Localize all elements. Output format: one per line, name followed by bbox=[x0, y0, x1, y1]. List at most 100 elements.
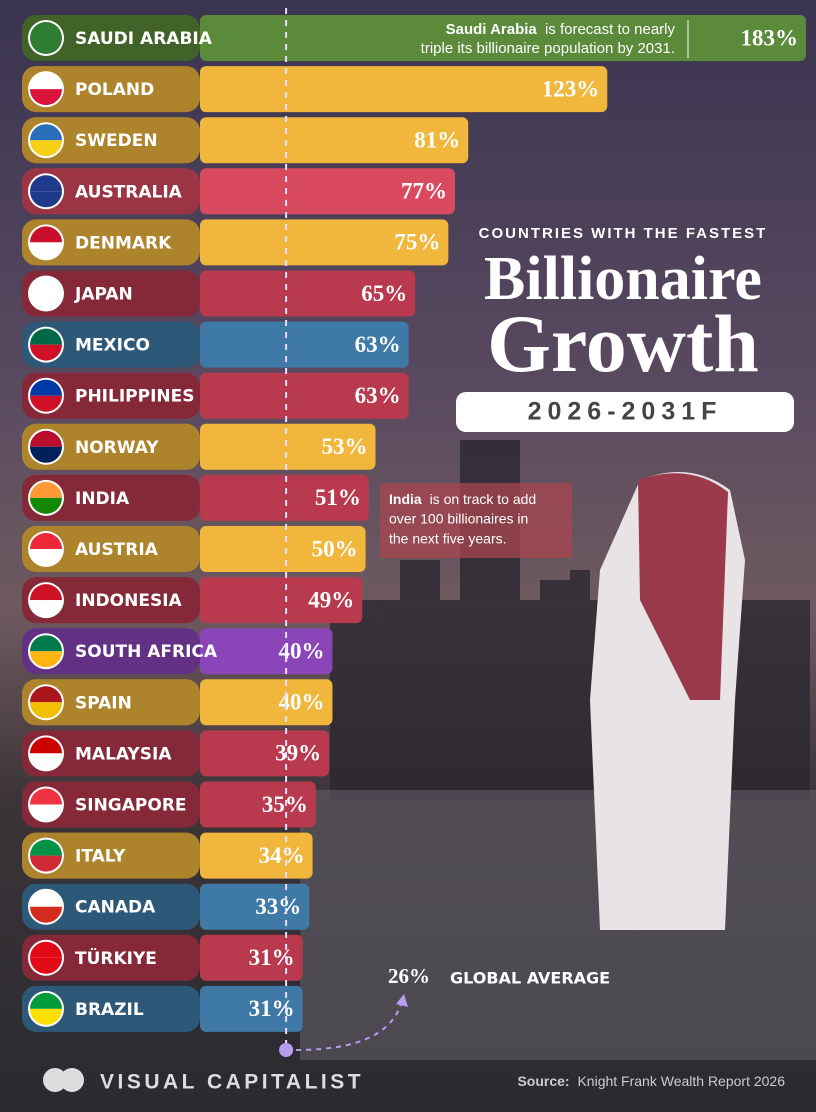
category-label: JAPAN bbox=[74, 285, 133, 305]
flag bbox=[30, 804, 62, 821]
category-label: TÜRKIYE bbox=[75, 947, 157, 969]
flag bbox=[30, 941, 62, 958]
annotation-text: over 100 billionaires in bbox=[389, 511, 528, 527]
flag bbox=[30, 124, 62, 141]
flag bbox=[30, 395, 62, 412]
category-label: SWEDEN bbox=[75, 131, 158, 151]
flag bbox=[30, 277, 62, 294]
flag bbox=[30, 651, 62, 668]
flag bbox=[30, 191, 62, 208]
brand: VISUAL CAPITALIST bbox=[100, 1071, 364, 1094]
category-label: AUSTRALIA bbox=[75, 182, 183, 202]
category-label: SOUTH AFRICA bbox=[75, 642, 218, 662]
label-panel-shade bbox=[22, 270, 200, 317]
value-label: 123% bbox=[542, 76, 600, 101]
average-dot bbox=[279, 1043, 294, 1057]
flag bbox=[30, 549, 62, 565]
flag bbox=[30, 600, 62, 617]
bar bbox=[200, 423, 376, 470]
value-label: 31% bbox=[249, 945, 295, 970]
bar bbox=[200, 628, 333, 675]
category-label: BRAZIL bbox=[75, 1000, 144, 1020]
bar bbox=[200, 985, 303, 1032]
label-panel-shade bbox=[22, 321, 200, 368]
value-label: 63% bbox=[355, 383, 401, 408]
label-panel-shade bbox=[22, 883, 200, 930]
flag bbox=[30, 89, 62, 106]
label-panel bbox=[22, 781, 200, 828]
flag bbox=[30, 446, 62, 463]
annotation-text: the next five years. bbox=[389, 531, 507, 547]
label-panel bbox=[22, 219, 200, 266]
label-panel-shade bbox=[22, 219, 200, 266]
category-label: MEXICO bbox=[75, 336, 150, 356]
bar bbox=[200, 730, 330, 777]
label-panel-shade bbox=[22, 832, 200, 879]
label-panel-shade bbox=[22, 168, 200, 215]
flag bbox=[30, 533, 62, 549]
bar bbox=[200, 474, 369, 521]
flag bbox=[30, 38, 62, 54]
flag bbox=[30, 635, 62, 652]
value-label: 183% bbox=[741, 25, 799, 50]
label-panel bbox=[22, 168, 200, 215]
value-label: 75% bbox=[394, 230, 440, 255]
value-label: 81% bbox=[414, 127, 460, 152]
bars: SAUDI ARABIA 183% POLAND 123% SWEDEN 81% AUSTR… bbox=[22, 15, 806, 1032]
kicker: COUNTRIES WITH THE FASTEST bbox=[479, 225, 768, 242]
subtitle: 2026-2031F bbox=[528, 398, 723, 426]
bar bbox=[200, 15, 806, 61]
bar bbox=[200, 934, 303, 981]
flag bbox=[30, 890, 62, 907]
bar bbox=[200, 219, 449, 266]
label-panel-shade bbox=[22, 15, 200, 61]
bar bbox=[200, 679, 333, 726]
bar bbox=[200, 168, 455, 215]
label-panel-shade bbox=[22, 577, 200, 624]
label-panel-shade bbox=[22, 117, 200, 164]
label-panel-shade bbox=[22, 474, 200, 521]
label-panel bbox=[22, 117, 200, 164]
flag bbox=[30, 379, 62, 396]
label-panel bbox=[22, 628, 200, 675]
label-panel bbox=[22, 832, 200, 879]
label-panel-shade bbox=[22, 934, 200, 981]
label-panel-shade bbox=[22, 423, 200, 470]
flag bbox=[30, 702, 62, 719]
flag bbox=[30, 957, 62, 974]
value-label: 39% bbox=[275, 741, 321, 766]
source-label: Source: bbox=[517, 1073, 569, 1089]
category-label: SAUDI ARABIA bbox=[75, 29, 213, 49]
label-panel bbox=[22, 15, 200, 61]
label-panel-shade bbox=[22, 526, 200, 572]
brand-logo bbox=[43, 1068, 84, 1092]
value-label: 53% bbox=[322, 434, 368, 459]
bar bbox=[200, 372, 409, 419]
category-label: MALAYSIA bbox=[75, 744, 172, 764]
bar bbox=[200, 321, 409, 368]
flag bbox=[30, 140, 62, 157]
flag bbox=[30, 737, 62, 754]
average-text: GLOBAL AVERAGE bbox=[450, 969, 610, 988]
category-label: CANADA bbox=[75, 898, 156, 918]
annotation-text: triple its billionaire population by 203… bbox=[421, 40, 675, 57]
value-label: 77% bbox=[401, 179, 447, 204]
category-label: SINGAPORE bbox=[75, 796, 187, 816]
flag bbox=[30, 839, 62, 856]
label-panel bbox=[22, 730, 200, 777]
category-label: POLAND bbox=[75, 80, 154, 100]
label-panel bbox=[22, 934, 200, 981]
flag bbox=[30, 328, 62, 345]
title-2: Growth bbox=[487, 298, 759, 389]
label-panel-shade bbox=[22, 628, 200, 675]
flag bbox=[30, 226, 62, 243]
label-panel bbox=[22, 321, 200, 368]
flag bbox=[30, 497, 62, 514]
flag bbox=[30, 584, 62, 601]
subtitle-pill bbox=[456, 392, 794, 432]
flag bbox=[30, 73, 62, 90]
value-label: 65% bbox=[361, 281, 407, 306]
label-panel bbox=[22, 577, 200, 624]
bar bbox=[200, 577, 363, 624]
flag bbox=[30, 175, 62, 192]
